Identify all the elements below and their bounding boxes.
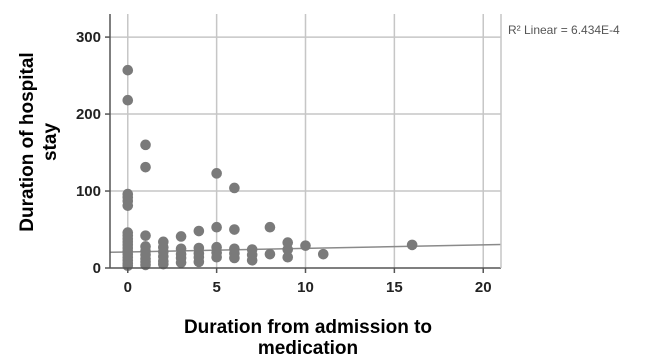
data-point [193, 256, 205, 268]
data-point [282, 251, 294, 263]
data-point [140, 230, 151, 241]
data-point [246, 255, 258, 266]
data-point [282, 244, 294, 255]
y-tick-label: 100 [76, 183, 101, 200]
r-squared-annotation: R² Linear = 6.434E-4 [508, 23, 620, 37]
data-point [229, 182, 240, 194]
data-point [211, 251, 222, 263]
data-point [122, 64, 134, 76]
data-point [158, 258, 169, 270]
x-axis-title-line-2: medication [258, 338, 358, 356]
y-tick-label: 0 [93, 260, 101, 277]
data-point [140, 139, 151, 151]
x-tick-label: 10 [297, 279, 314, 296]
axes [105, 14, 502, 273]
data-point [122, 94, 134, 106]
data-point [264, 221, 276, 233]
x-tick-label: 0 [124, 279, 132, 296]
x-axis-title-line-1: Duration from admission to [184, 317, 432, 338]
y-tick-label: 300 [76, 29, 101, 46]
data-point [211, 221, 222, 233]
x-tick-label: 5 [212, 279, 220, 296]
data-point [406, 239, 418, 251]
data-point [193, 225, 205, 237]
data-points [122, 64, 418, 271]
data-point [300, 240, 311, 251]
data-point [317, 248, 329, 260]
data-point [211, 168, 222, 179]
grid-lines [110, 14, 501, 268]
data-point [175, 231, 187, 242]
y-tick-label: 200 [76, 106, 101, 123]
x-tick-label: 15 [386, 279, 403, 296]
data-point [229, 252, 240, 264]
data-point [175, 257, 187, 268]
y-axis-title-line-2: stay [40, 123, 61, 161]
data-point [140, 161, 151, 173]
data-point [122, 200, 134, 211]
x-tick-label: 20 [475, 279, 492, 296]
data-point [229, 224, 240, 235]
data-point [264, 248, 276, 260]
y-axis-title-line-1: Duration of hospital [17, 52, 38, 231]
